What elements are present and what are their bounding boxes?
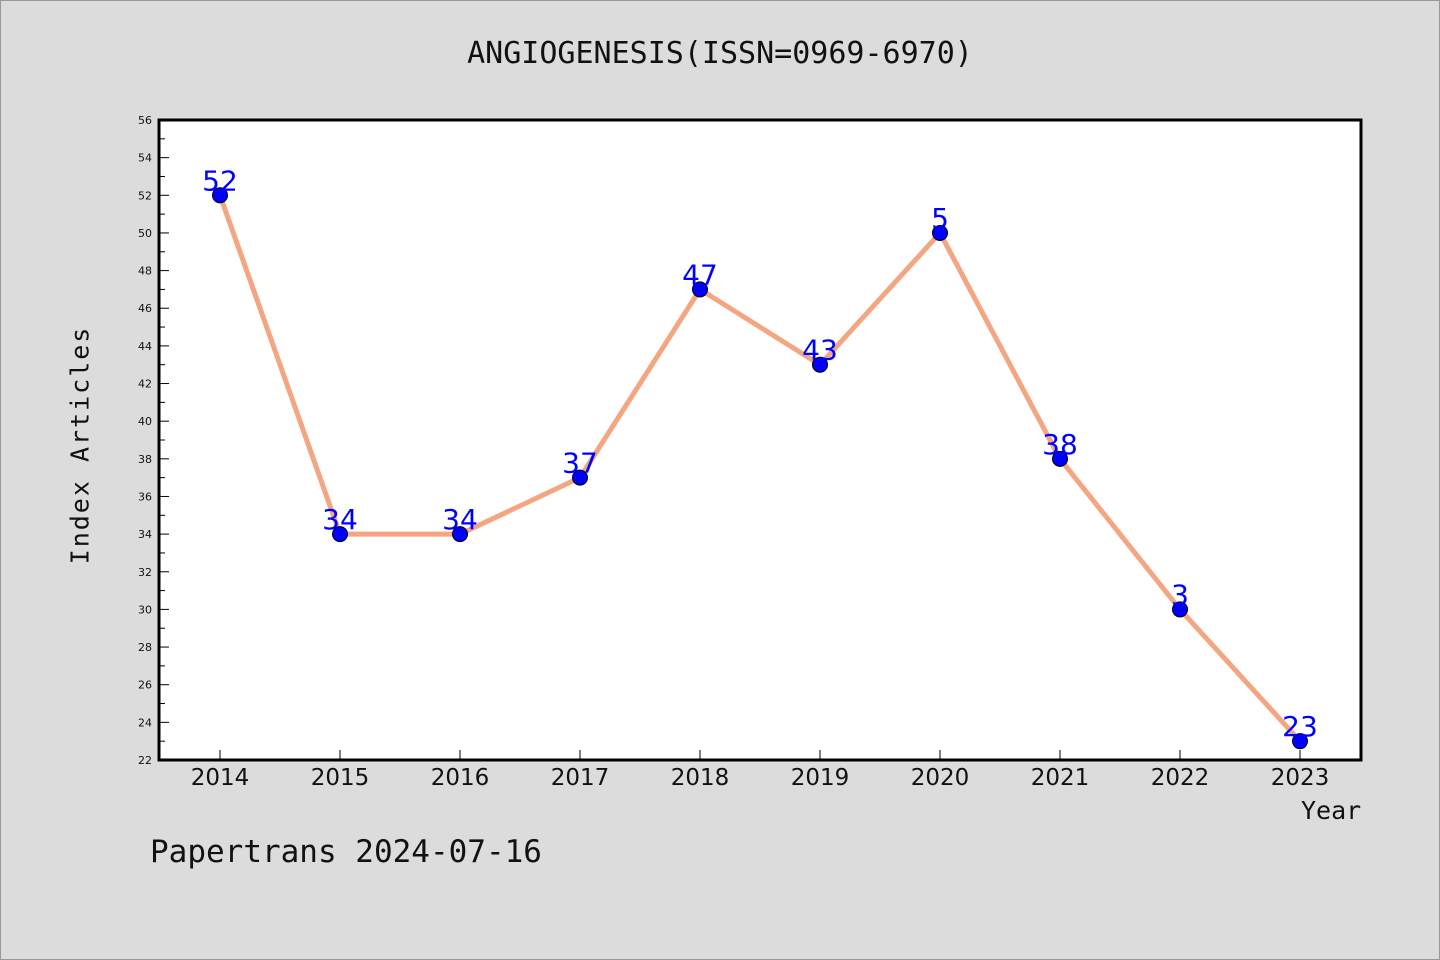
data-point [692, 281, 708, 298]
data-label: 5 [931, 202, 949, 235]
data-label: 47 [682, 258, 718, 291]
y-tick-label: 50 [138, 227, 152, 240]
data-label: 43 [802, 334, 838, 367]
x-tick-label: 2020 [911, 765, 970, 791]
x-axis-label: Year [1301, 796, 1362, 825]
y-tick-label: 56 [138, 114, 152, 127]
data-point [1172, 601, 1188, 618]
y-tick-label: 28 [138, 641, 152, 654]
data-point [212, 187, 228, 204]
data-label: 3 [1171, 578, 1189, 611]
plot-area [159, 120, 1361, 760]
data-label: 34 [322, 503, 358, 536]
data-label: 34 [442, 503, 478, 536]
y-tick-label: 42 [138, 378, 152, 391]
data-point [452, 526, 468, 543]
data-point [1292, 733, 1308, 750]
y-tick-label: 22 [138, 754, 152, 767]
y-tick-label: 44 [138, 340, 152, 353]
y-tick-label: 24 [138, 716, 152, 729]
data-label: 37 [562, 447, 598, 480]
y-tick-label: 54 [138, 152, 152, 165]
chart-title: ANGIOGENESIS(ISSN=0969-6970) [467, 36, 973, 71]
x-tick-label: 2019 [791, 765, 850, 791]
x-tick-label: 2023 [1271, 765, 1330, 791]
data-point [812, 356, 828, 373]
y-tick-label: 26 [138, 679, 152, 692]
y-tick-label: 48 [138, 265, 152, 278]
y-tick-label: 36 [138, 490, 152, 503]
y-tick-label: 46 [138, 302, 152, 315]
data-point [572, 469, 588, 486]
footer-credit: Papertrans 2024-07-16 [150, 834, 542, 870]
data-point [1052, 450, 1068, 467]
y-tick-label: 40 [138, 415, 152, 428]
x-tick-label: 2014 [191, 765, 250, 791]
data-point [932, 224, 948, 241]
y-tick-label: 34 [138, 528, 152, 541]
y-tick-label: 52 [138, 189, 152, 202]
x-tick-label: 2022 [1151, 765, 1210, 791]
data-point [332, 526, 348, 543]
y-tick-label: 38 [138, 453, 152, 466]
data-label: 52 [202, 164, 238, 197]
x-tick-label: 2021 [1031, 765, 1090, 791]
x-tick-label: 2018 [671, 765, 730, 791]
y-tick-label: 32 [138, 566, 152, 579]
y-tick-label: 30 [138, 603, 152, 616]
x-tick-label: 2016 [431, 765, 490, 791]
data-label: 23 [1282, 710, 1318, 743]
x-tick-label: 2015 [311, 765, 370, 791]
series-line [217, 192, 1303, 744]
x-tick-label: 2017 [551, 765, 610, 791]
data-label: 38 [1042, 428, 1078, 461]
